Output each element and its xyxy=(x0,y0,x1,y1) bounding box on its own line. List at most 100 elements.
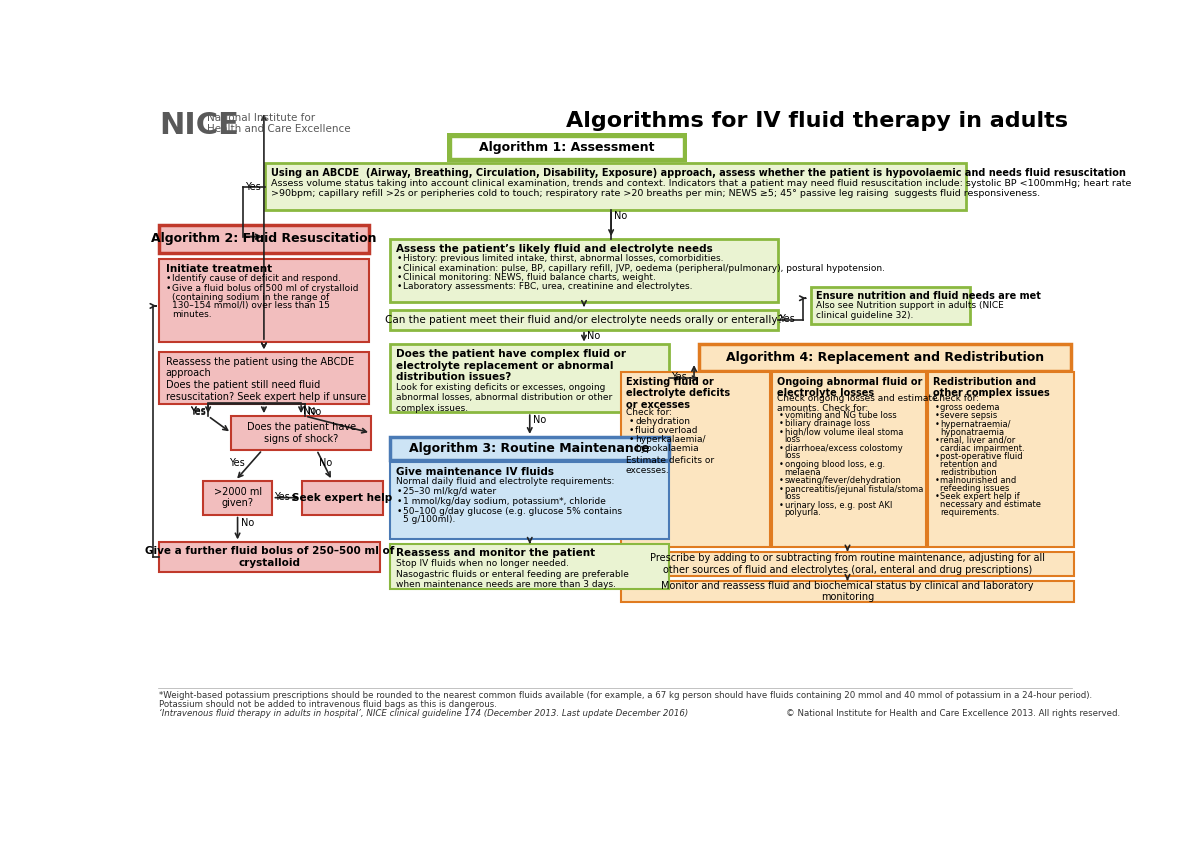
Text: Also see Nutrition support in adults (NICE
clinical guideline 32).: Also see Nutrition support in adults (NI… xyxy=(816,301,1003,320)
Text: •: • xyxy=(935,476,940,485)
Text: Laboratory assessments: FBC, urea, creatinine and electrolytes.: Laboratory assessments: FBC, urea, creat… xyxy=(403,282,692,291)
Text: Normal daily fluid and electrolyte requirements:: Normal daily fluid and electrolyte requi… xyxy=(396,477,614,486)
Text: Clinical monitoring: NEWS, fluid balance charts, weight.: Clinical monitoring: NEWS, fluid balance… xyxy=(403,273,655,282)
Text: Existing fluid or
electrolyte deficits
or excesses: Existing fluid or electrolyte deficits o… xyxy=(626,377,730,410)
Bar xyxy=(203,481,272,514)
Text: © National Institute for Health and Care Excellence 2013. All rights reserved.: © National Institute for Health and Care… xyxy=(786,710,1120,718)
Text: loss: loss xyxy=(785,436,800,444)
Text: 5 g/100ml).: 5 g/100ml). xyxy=(403,515,455,525)
Text: biliary drainage loss: biliary drainage loss xyxy=(785,419,870,428)
Text: No: No xyxy=(533,414,546,424)
Text: History: previous limited intake, thirst, abnormal losses, comorbidities.: History: previous limited intake, thirst… xyxy=(403,255,724,263)
Text: Can the patient meet their fluid and/or electrolyte needs orally or enterally?: Can the patient meet their fluid and/or … xyxy=(385,315,784,325)
Text: (containing sodium in the range of: (containing sodium in the range of xyxy=(172,293,329,302)
Text: Yes: Yes xyxy=(229,458,245,468)
Text: •: • xyxy=(779,419,784,428)
Bar xyxy=(622,372,770,547)
Text: NICE: NICE xyxy=(160,111,239,140)
Text: 1 mmol/kg/day sodium, potassium*, chloride: 1 mmol/kg/day sodium, potassium*, chlori… xyxy=(403,497,606,506)
Text: No: No xyxy=(319,458,332,468)
Text: melaena: melaena xyxy=(785,468,821,476)
Text: •: • xyxy=(396,255,402,263)
Bar xyxy=(622,581,1074,603)
Text: Reassess and monitor the patient: Reassess and monitor the patient xyxy=(396,548,595,559)
Text: •: • xyxy=(935,412,940,420)
Text: Check ongoing losses and estimate
amounts. Check for:: Check ongoing losses and estimate amount… xyxy=(776,394,937,413)
Text: Algorithm 4: Replacement and Redistribution: Algorithm 4: Replacement and Redistribut… xyxy=(726,351,1044,364)
Text: •: • xyxy=(166,284,170,294)
Text: redistribution: redistribution xyxy=(941,468,997,476)
Text: >90bpm; capillary refill >2s or peripheries cold to touch; respiratory rate >20 : >90bpm; capillary refill >2s or peripher… xyxy=(271,188,1040,198)
Bar xyxy=(928,372,1074,547)
Text: ‘Intravenous fluid therapy in adults in hospital’, NICE clinical guideline 174 (: ‘Intravenous fluid therapy in adults in … xyxy=(160,710,689,718)
Text: •: • xyxy=(935,492,940,501)
Text: loss: loss xyxy=(785,492,800,501)
Text: Yes: Yes xyxy=(274,492,289,502)
Text: •: • xyxy=(396,497,402,506)
Text: post-operative fluid: post-operative fluid xyxy=(941,453,1024,461)
Text: Algorithm 2: Fluid Resuscitation: Algorithm 2: Fluid Resuscitation xyxy=(151,233,377,245)
Bar xyxy=(390,462,670,539)
Bar xyxy=(622,552,1074,576)
Text: Give a fluid bolus of 500 ml of crystalloid: Give a fluid bolus of 500 ml of crystall… xyxy=(172,284,358,294)
Bar xyxy=(773,372,925,547)
Text: Clinical examination: pulse, BP, capillary refill, JVP, oedema (peripheral/pulmo: Clinical examination: pulse, BP, capilla… xyxy=(403,263,884,273)
Bar xyxy=(160,225,368,253)
Text: Prescribe by adding to or subtracting from routine maintenance, adjusting for al: Prescribe by adding to or subtracting fr… xyxy=(650,553,1045,575)
Text: Yes: Yes xyxy=(245,182,260,192)
Text: No: No xyxy=(614,211,628,222)
Text: •: • xyxy=(779,411,784,419)
Text: hypokalaemia: hypokalaemia xyxy=(635,444,698,453)
Text: •: • xyxy=(935,403,940,412)
Text: Does the patient have
signs of shock?: Does the patient have signs of shock? xyxy=(246,422,355,444)
Text: •: • xyxy=(166,274,170,284)
Text: sweating/fever/dehydration: sweating/fever/dehydration xyxy=(785,476,901,485)
Text: Assess the patient’s likely fluid and electrolyte needs: Assess the patient’s likely fluid and el… xyxy=(396,244,713,254)
Text: hyponatraemia: hyponatraemia xyxy=(941,428,1004,436)
Text: Give maintenance IV fluids: Give maintenance IV fluids xyxy=(396,467,554,477)
Text: retention and: retention and xyxy=(941,460,997,469)
Bar xyxy=(160,352,368,404)
Text: Identify cause of deficit and respond.: Identify cause of deficit and respond. xyxy=(172,274,341,284)
Text: •: • xyxy=(396,486,402,496)
Text: Initiate treatment: Initiate treatment xyxy=(166,263,271,273)
Bar xyxy=(390,310,778,329)
Text: renal, liver and/or: renal, liver and/or xyxy=(941,436,1015,445)
Text: *Weight-based potassium prescriptions should be rounded to the nearest common fl: *Weight-based potassium prescriptions sh… xyxy=(160,691,1092,700)
Text: hypernatraemia/: hypernatraemia/ xyxy=(941,420,1010,429)
Text: Look for existing deficits or excesses, ongoing
abnormal losses, abnormal distri: Look for existing deficits or excesses, … xyxy=(396,383,613,413)
Bar xyxy=(160,543,380,571)
Text: Give a further fluid bolus of 250–500 ml of
crystalloid: Give a further fluid bolus of 250–500 ml… xyxy=(145,546,395,568)
Text: Algorithm 3: Routine Maintenance: Algorithm 3: Routine Maintenance xyxy=(409,441,650,455)
Text: Stop IV fluids when no longer needed.
Nasogastric fluids or enteral feeding are : Stop IV fluids when no longer needed. Na… xyxy=(396,559,629,589)
Text: diarrhoea/excess colostomy: diarrhoea/excess colostomy xyxy=(785,444,902,453)
Text: Potassium should not be added to intravenous fluid bags as this is dangerous.: Potassium should not be added to intrave… xyxy=(160,700,497,709)
Bar xyxy=(265,164,966,210)
Text: •: • xyxy=(629,436,635,444)
Bar xyxy=(451,137,683,158)
Text: •: • xyxy=(935,436,940,445)
Text: •: • xyxy=(396,273,402,282)
Text: high/low volume ileal stoma: high/low volume ileal stoma xyxy=(785,428,904,436)
Text: Does the patient have complex fluid or
electrolyte replacement or abnormal
distr: Does the patient have complex fluid or e… xyxy=(396,349,626,382)
Bar xyxy=(390,239,778,302)
Text: >2000 ml
given?: >2000 ml given? xyxy=(214,486,262,509)
Text: •: • xyxy=(396,263,402,273)
Bar xyxy=(446,132,688,162)
Text: hyperkalaemia/: hyperkalaemia/ xyxy=(635,436,706,444)
Text: Yes: Yes xyxy=(191,406,206,416)
Text: Algorithms for IV fluid therapy in adults: Algorithms for IV fluid therapy in adult… xyxy=(566,111,1068,131)
Text: 50–100 g/day glucose (e.g. glucose 5% contains: 50–100 g/day glucose (e.g. glucose 5% co… xyxy=(403,507,622,516)
Text: vomiting and NG tube loss: vomiting and NG tube loss xyxy=(785,411,896,419)
Text: Ensure nutrition and fluid needs are met: Ensure nutrition and fluid needs are met xyxy=(816,290,1040,301)
Bar xyxy=(232,416,371,450)
Bar xyxy=(160,259,368,342)
Text: necessary and estimate: necessary and estimate xyxy=(941,500,1042,509)
Text: Seek expert help: Seek expert help xyxy=(292,492,392,503)
Text: •: • xyxy=(779,444,784,453)
Text: •: • xyxy=(629,426,635,435)
Text: Estimate deficits or
excesses.: Estimate deficits or excesses. xyxy=(626,456,714,475)
Text: •: • xyxy=(935,453,940,461)
Text: Monitor and reassess fluid and biochemical status by clinical and laboratory
mon: Monitor and reassess fluid and biochemic… xyxy=(661,581,1033,603)
Text: fluid overload: fluid overload xyxy=(635,426,697,435)
